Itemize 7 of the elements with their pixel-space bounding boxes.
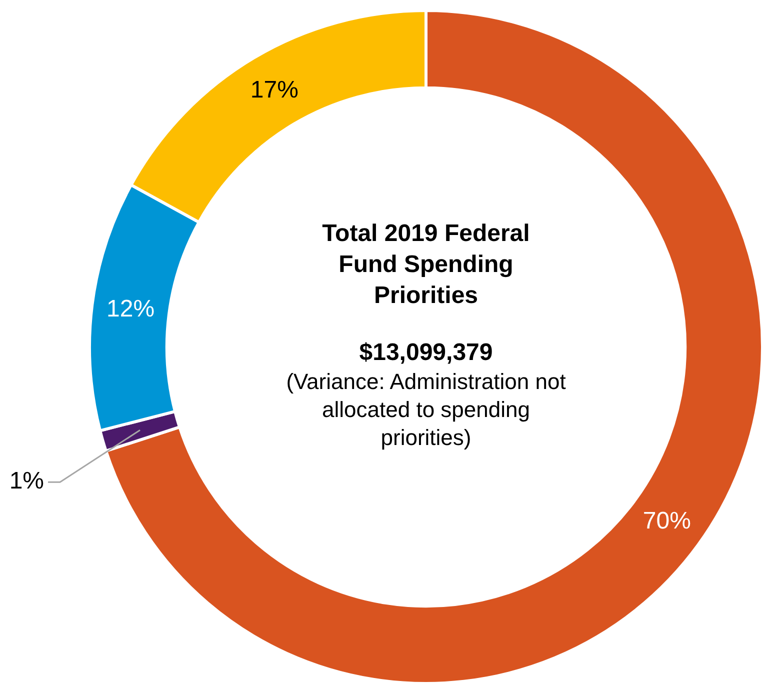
text: Total 2019 Federal Fund Spending Priorities (321, 219, 531, 311)
data-label: 17% (250, 76, 298, 104)
data-label: 12% (106, 295, 155, 322)
text: $13,099,379 (358, 338, 494, 368)
text: (Variance: Administration not allocated to spending priorities) (285, 368, 567, 452)
data-label: 70% (642, 508, 691, 535)
data-label: 1% (9, 468, 44, 495)
